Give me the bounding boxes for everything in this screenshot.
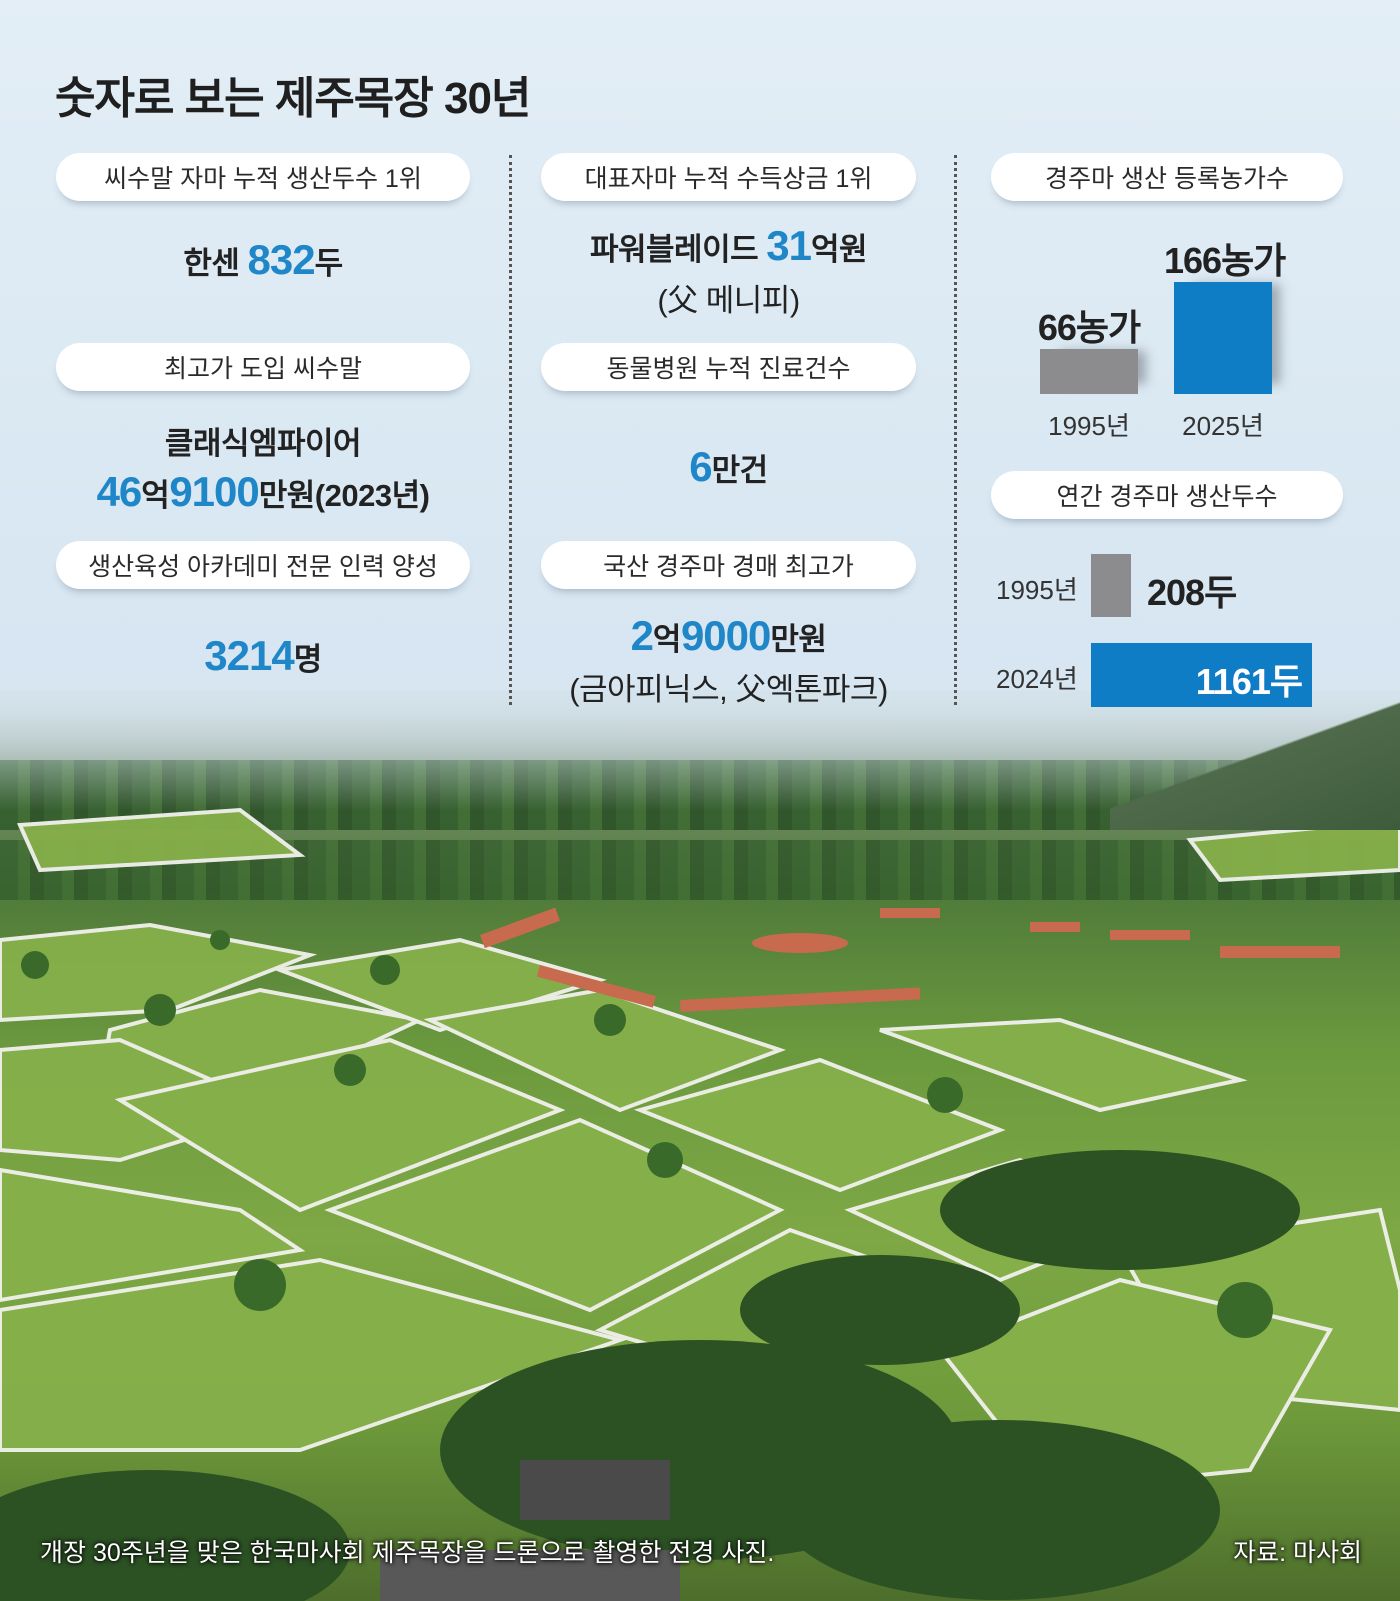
- production-bar-year-1: 2024년: [996, 664, 1078, 694]
- vet-cases-value: 6: [689, 443, 712, 490]
- farms-bar-year-1: 2025년: [1182, 411, 1264, 441]
- label-registered-farms: 경주마 생산 등록농가수: [991, 153, 1343, 201]
- stat-top-price-sire: 46억9100만원(2023년): [56, 468, 470, 516]
- label-sire-offspring: 씨수말 자마 누적 생산두수 1위: [56, 153, 470, 201]
- production-bar-year-0: 1995년: [996, 574, 1078, 605]
- auction-part-2: 9000: [680, 612, 771, 659]
- production-bar-value-0: 208두: [1147, 571, 1237, 613]
- production-bar-0: [1091, 554, 1131, 617]
- price-unit-2: 만원(2023년): [258, 478, 430, 513]
- academy-count: 3214: [204, 632, 294, 679]
- stat-vet-cases: 6만건: [541, 443, 916, 491]
- page-title: 숫자로 보는 제주목장 30년: [55, 74, 531, 123]
- paddock-fields: [0, 807, 1400, 1601]
- column-divider-right: [954, 155, 957, 705]
- stat-sire-offspring: 한센 832두: [56, 236, 470, 284]
- offspring-unit: 두: [314, 246, 344, 281]
- stat-auction-price: 2억9000만원: [541, 612, 916, 660]
- vet-cases-unit: 만건: [711, 453, 769, 488]
- top-price-sire-name: 클래식엠파이어: [164, 426, 362, 461]
- source-credit: 자료: 마사회: [1233, 1539, 1362, 1567]
- label-annual-production: 연간 경주마 생산두수: [991, 471, 1343, 519]
- production-bar-1: [1091, 643, 1312, 707]
- offspring-count: 832: [247, 236, 316, 283]
- auction-unit-2: 만원: [770, 622, 827, 657]
- farms-bar-1: [1174, 282, 1272, 394]
- academy-unit: 명: [293, 642, 323, 677]
- auction-horse-note: (금아피닉스, 父엑톤파크): [569, 672, 888, 707]
- aerial-farm-photo: [0, 690, 1400, 1601]
- farms-bar-value-0: 66농가: [1037, 307, 1141, 348]
- photo-caption: 개장 30주년을 맞은 한국마사회 제주목장을 드론으로 촬영한 전경 사진.: [40, 1539, 775, 1567]
- farms-bar-0: [1040, 349, 1138, 394]
- sire-name: 한센: [183, 246, 248, 281]
- label-academy: 생산육성 아카데미 전문 인력 양성: [56, 541, 470, 589]
- auction-part-1: 2: [630, 612, 654, 659]
- stat-academy: 3214명: [56, 632, 470, 680]
- label-prize-money: 대표자마 누적 수득상금 1위: [541, 153, 916, 201]
- farms-bar-value-1: 166농가: [1164, 240, 1286, 281]
- prize-value: 31: [766, 222, 812, 269]
- stat-prize-money: 파워블레이드 31억원: [541, 222, 916, 270]
- farms-bar-year-0: 1995년: [1048, 411, 1130, 441]
- auction-unit-1: 억: [652, 622, 682, 657]
- prize-sire-note: (父 메니피): [657, 283, 800, 318]
- label-top-price-sire: 최고가 도입 씨수말: [56, 343, 470, 391]
- column-divider-left: [509, 155, 512, 705]
- price-part-1: 46: [96, 468, 143, 515]
- label-vet-cases: 동물병원 누적 진료건수: [541, 343, 916, 391]
- price-part-2: 9100: [169, 468, 259, 515]
- price-unit-1: 억: [141, 478, 170, 513]
- prize-unit: 억원: [810, 232, 868, 267]
- label-auction-price: 국산 경주마 경매 최고가: [541, 541, 916, 589]
- production-bar-value-1: 1161두: [1195, 661, 1303, 702]
- horse-name: 파워블레이드: [590, 232, 767, 267]
